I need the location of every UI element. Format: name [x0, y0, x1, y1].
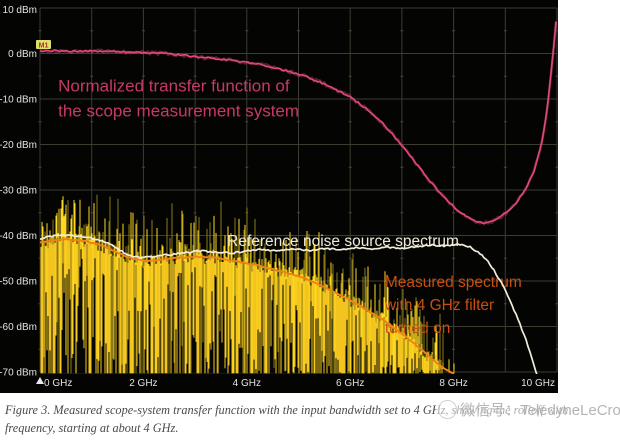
y-tick-label: -10 dBm [0, 95, 37, 106]
svg-text:M1: M1 [39, 42, 49, 49]
reference-label: Reference noise source spectrum [227, 233, 459, 250]
wechat-watermark: 微信号：TeledyneLeCroy [436, 398, 620, 421]
x-tick-label: 8 GHz [439, 378, 467, 389]
x-tick-label: 2 GHz [129, 378, 157, 389]
measured-envelope-trace [40, 238, 455, 374]
y-tick-label: -50 dBm [0, 277, 37, 288]
figure-caption-line1: Figure 3. Measured scope-system transfer… [5, 403, 569, 417]
y-tick-label: -60 dBm [0, 322, 37, 333]
figure-caption-line2: frequency, starting at about 4 GHz. [5, 421, 179, 435]
trigger-position-arrow-icon [36, 377, 44, 384]
watermark-text: 微信号：TeledyneLeCroy [460, 402, 620, 419]
reference-noise-trace [40, 233, 538, 374]
wechat-logo-icon [438, 400, 457, 419]
y-tick-label: 10 dBm [3, 5, 37, 16]
chart-annotations: Normalized transfer function of the scope… [58, 76, 522, 337]
oscilloscope-screenshot: Normalized transfer function of the scope… [0, 0, 558, 393]
measured-spectrum-noise [40, 194, 455, 374]
x-tick-label: 10 GHz [521, 378, 555, 389]
y-tick-label: -30 dBm [0, 186, 37, 197]
axis-labels: 10 dBm 0 dBm -10 dBm -20 dBm -30 dBm -40 dBm -… [0, 5, 555, 389]
figure-caption: Figure 3. Measured scope-system transfer… [5, 401, 617, 437]
marker-badge-m1: M1 [36, 40, 51, 49]
y-tick-label: -40 dBm [0, 231, 37, 242]
spectrum-chart: Normalized transfer function of the scope… [0, 5, 558, 389]
y-tick-label: 0 dBm [8, 49, 37, 60]
x-tick-label: 4 GHz [233, 378, 261, 389]
x-tick-label: 6 GHz [336, 378, 364, 389]
y-tick-label: -70 dBm [0, 368, 37, 379]
transfer-function-trace [40, 21, 557, 225]
traces [40, 21, 557, 374]
transfer-label: Normalized transfer function of the scope… [58, 76, 299, 120]
y-tick-label: -20 dBm [0, 140, 37, 151]
x-tick-label: 0 GHz [44, 378, 72, 389]
grid [38, 7, 558, 373]
